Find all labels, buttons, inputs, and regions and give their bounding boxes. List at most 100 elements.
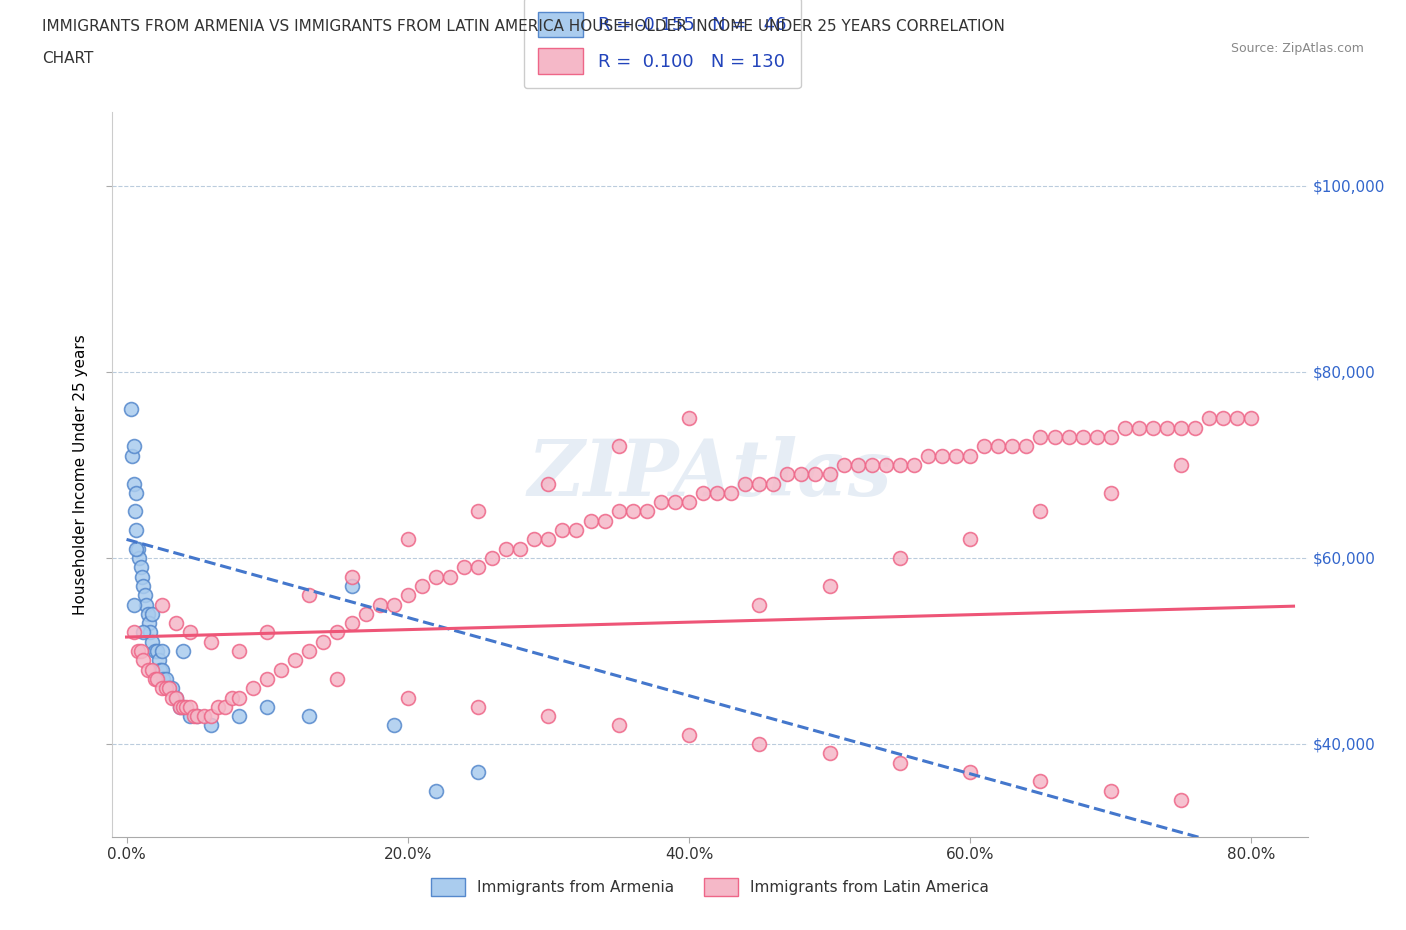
Point xyxy=(1170,458,1192,472)
Point xyxy=(242,681,264,696)
Point xyxy=(129,560,152,575)
Point xyxy=(748,597,770,612)
Point xyxy=(818,746,841,761)
Point xyxy=(120,402,142,417)
Point xyxy=(692,485,714,500)
Point xyxy=(214,699,236,714)
Point xyxy=(152,671,174,686)
Point xyxy=(146,644,169,658)
Point xyxy=(846,458,869,472)
Point xyxy=(959,764,981,779)
Point xyxy=(148,653,170,668)
Point xyxy=(467,504,489,519)
Point xyxy=(720,485,742,500)
Point xyxy=(155,681,177,696)
Point xyxy=(1099,485,1122,500)
Point xyxy=(832,458,855,472)
Point xyxy=(1170,420,1192,435)
Point xyxy=(160,690,183,705)
Point xyxy=(136,662,159,677)
Point xyxy=(146,671,169,686)
Point xyxy=(221,690,243,705)
Point xyxy=(326,671,349,686)
Point xyxy=(340,569,363,584)
Point xyxy=(748,476,770,491)
Point xyxy=(467,699,489,714)
Point xyxy=(776,467,799,482)
Point xyxy=(1226,411,1249,426)
Point xyxy=(340,616,363,631)
Text: Source: ZipAtlas.com: Source: ZipAtlas.com xyxy=(1230,42,1364,55)
Point xyxy=(150,644,173,658)
Point xyxy=(551,523,574,538)
Point xyxy=(973,439,995,454)
Point xyxy=(1099,430,1122,445)
Point xyxy=(169,699,191,714)
Point xyxy=(124,504,146,519)
Point xyxy=(818,467,841,482)
Point xyxy=(607,439,630,454)
Point xyxy=(172,644,194,658)
Point xyxy=(134,588,156,603)
Point xyxy=(382,718,405,733)
Point xyxy=(706,485,728,500)
Legend: Immigrants from Armenia, Immigrants from Latin America: Immigrants from Armenia, Immigrants from… xyxy=(425,872,995,902)
Point xyxy=(125,523,148,538)
Point xyxy=(818,578,841,593)
Point xyxy=(636,504,658,519)
Point xyxy=(959,448,981,463)
Point xyxy=(1114,420,1136,435)
Point xyxy=(1085,430,1108,445)
Point xyxy=(509,541,531,556)
Point xyxy=(256,699,278,714)
Point xyxy=(565,523,588,538)
Point xyxy=(1029,430,1052,445)
Point xyxy=(186,709,208,724)
Point xyxy=(664,495,686,510)
Point xyxy=(179,709,201,724)
Point xyxy=(141,662,163,677)
Point xyxy=(132,653,155,668)
Point xyxy=(132,578,155,593)
Point xyxy=(136,606,159,621)
Point xyxy=(889,458,911,472)
Point xyxy=(1128,420,1150,435)
Point xyxy=(228,644,250,658)
Point xyxy=(959,532,981,547)
Point xyxy=(122,597,145,612)
Point xyxy=(1015,439,1038,454)
Point xyxy=(186,709,208,724)
Point xyxy=(256,671,278,686)
Point xyxy=(141,606,163,621)
Point xyxy=(931,448,953,463)
Text: CHART: CHART xyxy=(42,51,94,66)
Point xyxy=(122,476,145,491)
Point xyxy=(1099,783,1122,798)
Point xyxy=(734,476,756,491)
Point xyxy=(368,597,391,612)
Point xyxy=(228,690,250,705)
Point xyxy=(678,411,700,426)
Point xyxy=(523,532,546,547)
Point xyxy=(169,699,191,714)
Point xyxy=(298,588,321,603)
Point xyxy=(193,709,215,724)
Point xyxy=(678,495,700,510)
Point xyxy=(537,476,560,491)
Point xyxy=(149,662,172,677)
Point xyxy=(1142,420,1164,435)
Point xyxy=(155,671,177,686)
Point xyxy=(537,532,560,547)
Point xyxy=(122,439,145,454)
Text: IMMIGRANTS FROM ARMENIA VS IMMIGRANTS FROM LATIN AMERICA HOUSEHOLDER INCOME UNDE: IMMIGRANTS FROM ARMENIA VS IMMIGRANTS FR… xyxy=(42,19,1005,33)
Point xyxy=(593,513,616,528)
Point xyxy=(425,783,447,798)
Point xyxy=(804,467,827,482)
Point xyxy=(1057,430,1080,445)
Point xyxy=(183,709,205,724)
Point xyxy=(1212,411,1234,426)
Point xyxy=(128,551,150,565)
Point xyxy=(1198,411,1220,426)
Point xyxy=(200,709,222,724)
Point xyxy=(1170,792,1192,807)
